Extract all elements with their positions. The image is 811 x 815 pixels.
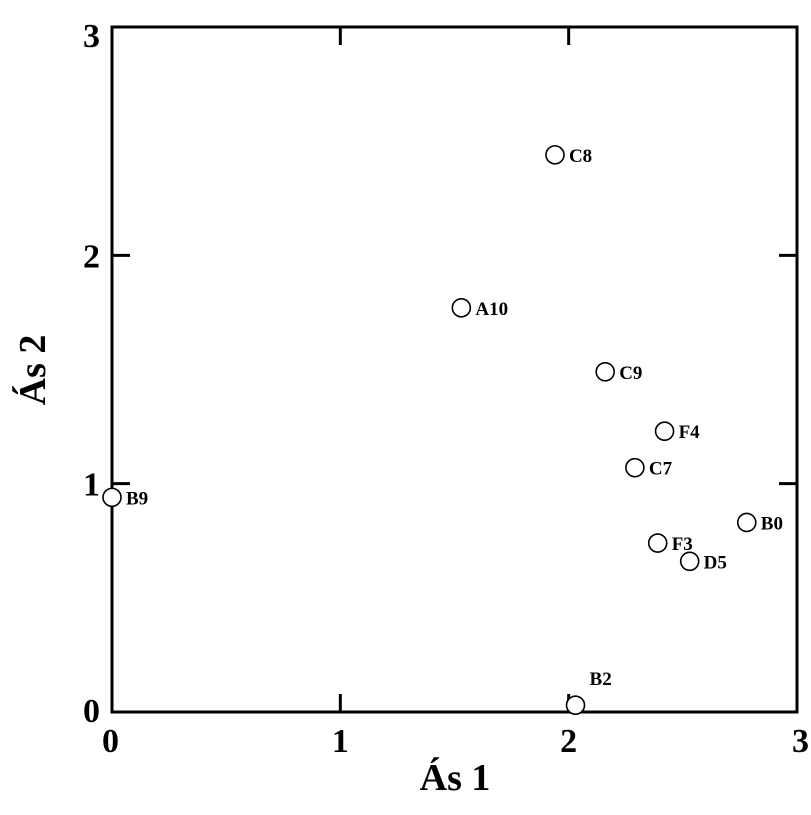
axis-ticks [112, 27, 797, 712]
data-point-marker [595, 361, 616, 382]
data-point-label: B0 [761, 513, 783, 534]
data-point-marker [654, 421, 675, 441]
data-point-marker [545, 145, 565, 165]
data-point-marker [679, 551, 700, 572]
data-point-marker [647, 533, 668, 553]
y-tick-label: 2 [83, 238, 100, 275]
y-tick-label: 3 [83, 18, 100, 55]
plot-frame [110, 25, 799, 714]
x-axis-title: Ás 1 [420, 757, 491, 799]
y-tick-label: 0 [83, 693, 100, 730]
data-point-marker [565, 695, 586, 715]
x-tick-label: 3 [792, 723, 809, 760]
y-axis-title: Ás 2 [12, 335, 54, 406]
data-point-label: B9 [126, 488, 148, 509]
data-point-marker [451, 298, 472, 318]
data-point-marker [736, 512, 757, 533]
x-tick-label: 1 [332, 723, 349, 760]
y-tick-label: 1 [83, 467, 100, 504]
data-point-label: F4 [679, 422, 701, 443]
data-point-label: A10 [475, 299, 508, 320]
data-points: C8 A10 C9 F4 C7 B9 B0 F3 D5 B2 [102, 145, 783, 715]
data-point-label: D5 [704, 552, 727, 573]
data-point-label: B2 [590, 669, 612, 690]
x-tick-label: 2 [560, 723, 577, 760]
data-point-marker [625, 457, 645, 478]
data-point-marker [102, 487, 122, 508]
tick-labels: 0 1 2 3 0 1 2 3 [83, 18, 809, 760]
x-tick-label: 0 [102, 723, 119, 760]
data-point-label: C7 [649, 459, 673, 480]
data-point-label: F3 [672, 534, 693, 555]
data-point-label: C9 [619, 363, 642, 384]
data-point-label: C8 [569, 146, 592, 167]
